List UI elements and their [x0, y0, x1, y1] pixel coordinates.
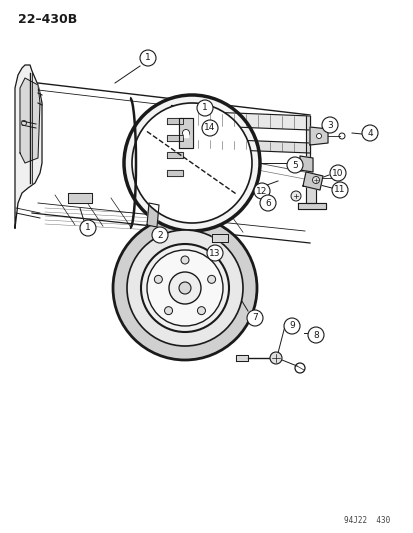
Text: 4: 4: [366, 128, 372, 138]
Text: 13: 13: [209, 248, 220, 257]
Circle shape: [164, 306, 172, 314]
Polygon shape: [183, 133, 188, 137]
Polygon shape: [68, 193, 92, 203]
Circle shape: [207, 276, 215, 284]
Polygon shape: [166, 135, 183, 141]
Circle shape: [124, 95, 259, 231]
Circle shape: [132, 103, 252, 223]
Circle shape: [202, 120, 218, 136]
Polygon shape: [171, 105, 178, 198]
Circle shape: [307, 327, 323, 343]
Text: 1: 1: [202, 103, 207, 112]
Text: 10: 10: [332, 168, 343, 177]
Text: 6: 6: [264, 198, 270, 207]
Circle shape: [154, 276, 162, 284]
Circle shape: [329, 165, 345, 181]
Polygon shape: [183, 138, 309, 153]
Circle shape: [361, 125, 377, 141]
Circle shape: [316, 133, 321, 139]
Text: 22–430B: 22–430B: [18, 13, 77, 26]
Text: 12: 12: [256, 187, 267, 196]
Text: 94J22  430: 94J22 430: [343, 516, 389, 525]
Text: 14: 14: [204, 124, 215, 133]
Circle shape: [290, 191, 300, 201]
Circle shape: [127, 230, 242, 346]
Circle shape: [254, 183, 269, 199]
Text: 11: 11: [333, 185, 345, 195]
Circle shape: [141, 244, 228, 332]
Circle shape: [197, 306, 205, 314]
Circle shape: [312, 176, 319, 183]
Polygon shape: [147, 203, 159, 227]
Text: 3: 3: [326, 120, 332, 130]
Circle shape: [269, 352, 281, 364]
Polygon shape: [305, 183, 315, 203]
Polygon shape: [235, 355, 247, 361]
Circle shape: [197, 100, 212, 116]
Polygon shape: [183, 111, 309, 130]
Polygon shape: [305, 116, 309, 183]
Polygon shape: [309, 127, 327, 145]
Text: 1: 1: [145, 53, 150, 62]
Polygon shape: [166, 170, 183, 176]
Circle shape: [206, 245, 223, 261]
Polygon shape: [299, 156, 312, 172]
Circle shape: [180, 256, 189, 264]
Circle shape: [178, 282, 190, 294]
Text: 8: 8: [312, 330, 318, 340]
Text: 5: 5: [292, 160, 297, 169]
Polygon shape: [297, 203, 325, 209]
Polygon shape: [302, 172, 322, 190]
Circle shape: [113, 216, 256, 360]
Polygon shape: [20, 78, 40, 163]
Text: 2: 2: [157, 230, 162, 239]
Circle shape: [247, 310, 262, 326]
Circle shape: [259, 195, 275, 211]
Polygon shape: [211, 234, 228, 242]
Circle shape: [331, 182, 347, 198]
Circle shape: [140, 50, 156, 66]
Polygon shape: [166, 152, 183, 158]
Text: 1: 1: [85, 223, 91, 232]
Circle shape: [80, 220, 96, 236]
Circle shape: [283, 318, 299, 334]
Polygon shape: [178, 118, 192, 148]
Circle shape: [147, 250, 223, 326]
Text: 9: 9: [288, 321, 294, 330]
Polygon shape: [15, 65, 42, 228]
Circle shape: [152, 227, 168, 243]
Circle shape: [286, 157, 302, 173]
Circle shape: [321, 117, 337, 133]
Polygon shape: [166, 118, 183, 124]
Circle shape: [182, 130, 189, 136]
Text: 7: 7: [252, 313, 257, 322]
Circle shape: [169, 272, 201, 304]
